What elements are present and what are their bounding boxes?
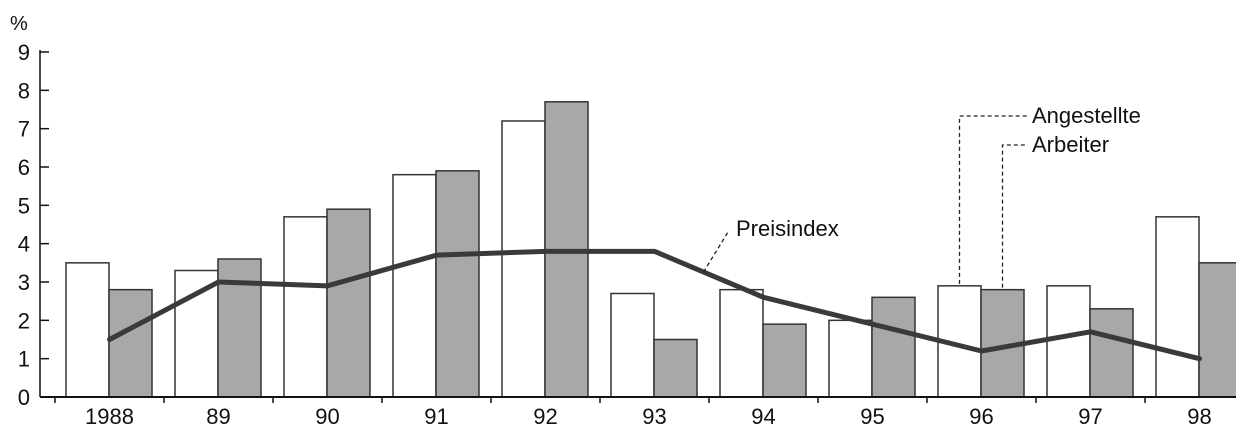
x-tick-label: 96 <box>969 404 993 428</box>
price-index-point <box>107 337 112 342</box>
bar-angestellte <box>174 269 219 398</box>
bar-arbeiter <box>108 288 153 398</box>
bar-arbeiter <box>653 338 698 398</box>
x-tick-label: 92 <box>533 404 557 428</box>
x-tick-label: 93 <box>642 404 666 428</box>
price-index-point <box>216 280 221 284</box>
preisindex-leader <box>702 231 729 273</box>
bar-angestellte <box>283 216 328 398</box>
bar-angestellte <box>719 288 764 398</box>
y-tick-label: 9 <box>18 40 30 65</box>
legend-arbeiter: Arbeiter <box>1032 132 1109 157</box>
price-index-point <box>870 322 875 327</box>
price-index-point <box>543 249 548 254</box>
price-index-point <box>652 249 657 254</box>
x-tick-label: 90 <box>315 404 339 428</box>
bar-angestellte <box>392 173 437 398</box>
arbeiter-leader <box>1001 144 1028 288</box>
x-tick-label: 94 <box>751 404 775 428</box>
x-tick-label: 91 <box>424 404 448 428</box>
y-tick-label: 7 <box>18 117 30 142</box>
y-axis: 0 1 2 3 4 5 6 7 8 9% <box>10 13 49 410</box>
y-tick-label: 4 <box>18 232 30 257</box>
x-tick-label: 1988 <box>85 404 134 428</box>
x-tick-label: 98 <box>1187 404 1211 428</box>
legend-angestellte: Angestellte <box>1032 103 1141 128</box>
y-tick-label: 3 <box>18 270 30 295</box>
bar-arbeiter <box>1089 308 1134 398</box>
price-index-point <box>979 349 984 353</box>
bar-arbeiter <box>435 170 480 398</box>
bar-angestellte <box>65 262 110 398</box>
x-tick-label: 97 <box>1078 404 1102 428</box>
x-tick-label: 89 <box>206 404 230 428</box>
angestellte-leader <box>958 115 1028 284</box>
bar-arbeiter <box>762 323 807 398</box>
bar-angestellte <box>828 319 873 398</box>
x-tick-label: 95 <box>860 404 884 428</box>
bar-arbeiter <box>217 258 262 398</box>
annotations: Preisindex Angestellte Arbeiter <box>702 103 1141 288</box>
x-axis: 1988 89 90 91 92 93 94 95 96 97 98 <box>40 396 1236 428</box>
price-index-point <box>325 283 330 288</box>
bar-arbeiter <box>871 296 916 398</box>
price-index-point <box>1197 356 1202 361</box>
y-tick-label: 2 <box>18 308 30 333</box>
price-index-line <box>107 248 1202 362</box>
bar-angestellte <box>1155 216 1200 398</box>
price-index-point <box>434 253 439 258</box>
bar-arbeiter <box>1198 262 1236 398</box>
bar-angestellte <box>610 292 655 398</box>
y-tick-label: 6 <box>18 155 30 180</box>
y-tick-label: 1 <box>18 347 30 372</box>
price-index-point <box>761 295 766 300</box>
bar-arbeiter <box>326 208 371 398</box>
bar-angestellte <box>1046 285 1091 398</box>
y-tick-label: 5 <box>18 193 30 218</box>
y-unit-label: % <box>10 13 28 35</box>
price-index-point <box>1088 329 1093 334</box>
bar-angestellte <box>501 120 546 398</box>
preisindex-label: Preisindex <box>736 216 839 241</box>
y-tick-label: 0 <box>18 385 30 410</box>
y-tick-label: 8 <box>18 78 30 103</box>
